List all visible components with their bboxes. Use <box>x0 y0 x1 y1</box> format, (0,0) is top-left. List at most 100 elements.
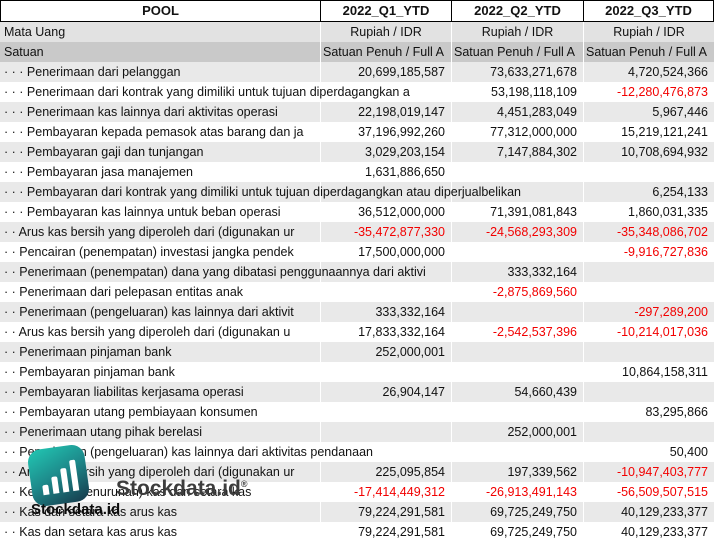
header-col-q3: 2022_Q3_YTD <box>583 1 714 21</box>
cell-value-2022_Q3_YTD: -35,348,086,702 <box>583 222 714 242</box>
cell-value-2022_Q1_YTD: 225,095,854 <box>320 462 451 482</box>
table-body: · · · Penerimaan dari pelanggan 20,699,18… <box>0 62 714 541</box>
cell-value-2022_Q1_YTD: 37,196,992,260 <box>320 122 451 142</box>
row-label: · · Penerimaan utang pihak berelasi <box>4 425 203 439</box>
cell-value-2022_Q2_YTD <box>451 302 583 322</box>
currency-q1: Rupiah / IDR <box>320 22 451 42</box>
cell-value-2022_Q2_YTD: 333,332,164 <box>451 262 583 282</box>
cell-value-2022_Q1_YTD <box>320 182 451 202</box>
row-label: · · · Pembayaran kepada pemasok atas bar… <box>4 125 304 139</box>
table-row: · · Penerimaan utang pihak berelasi 252,0… <box>0 422 714 442</box>
cell-value-2022_Q1_YTD: 333,332,164 <box>320 302 451 322</box>
cell-value-2022_Q3_YTD: -10,214,017,036 <box>583 322 714 342</box>
bar-chart-icon <box>41 484 50 496</box>
watermark-brand-small: Stockdata.id <box>31 501 121 518</box>
cell-value-2022_Q1_YTD: 17,500,000,000 <box>320 242 451 262</box>
cell-value-2022_Q3_YTD: 1,860,031,335 <box>583 202 714 222</box>
cell-value-2022_Q3_YTD: 10,864,158,311 <box>583 362 714 382</box>
cell-value-2022_Q2_YTD: 73,633,271,678 <box>451 62 583 82</box>
row-label: · · Pembayaran utang pembiayaan konsumen <box>4 405 258 419</box>
cell-value-2022_Q3_YTD: 5,967,446 <box>583 102 714 122</box>
cell-value-2022_Q3_YTD <box>583 382 714 402</box>
table-row: · · Pembayaran liabilitas kerjasama oper… <box>0 382 714 402</box>
row-label: · · · Penerimaan dari pelanggan <box>4 65 181 79</box>
cell-value-2022_Q3_YTD <box>583 262 714 282</box>
row-label: · · · Pembayaran dari kontrak yang dimil… <box>4 185 521 199</box>
cell-value-2022_Q2_YTD: 4,451,283,049 <box>451 102 583 122</box>
cell-value-2022_Q1_YTD: 79,224,291,581 <box>320 502 451 522</box>
table-row: · · Penerimaan dari pelepasan entitas an… <box>0 282 714 302</box>
cell-value-2022_Q1_YTD <box>320 422 451 442</box>
table-row: · · · Pembayaran dari kontrak yang dimil… <box>0 182 714 202</box>
cell-value-2022_Q2_YTD: -2,875,869,560 <box>451 282 583 302</box>
cell-value-2022_Q2_YTD: -2,542,537,396 <box>451 322 583 342</box>
table-row: · · Pencairan (penempatan) investasi jan… <box>0 242 714 262</box>
row-label: · · Penerimaan dari pelepasan entitas an… <box>4 285 244 299</box>
row-label: · · Pembayaran pinjaman bank <box>4 365 175 379</box>
cell-value-2022_Q1_YTD: 3,029,203,154 <box>320 142 451 162</box>
unit-row: Satuan Satuan Penuh / Full A Satuan Penu… <box>0 42 714 62</box>
cell-value-2022_Q1_YTD: 36,512,000,000 <box>320 202 451 222</box>
unit-q3: Satuan Penuh / Full A <box>583 42 714 62</box>
cell-value-2022_Q3_YTD <box>583 162 714 182</box>
row-label: · · · Penerimaan dari kontrak yang dimil… <box>4 85 410 99</box>
table-row: · · Kenaikan (penurunan) kas dan setara … <box>0 482 714 502</box>
row-label: · · Pencairan (penempatan) investasi jan… <box>4 245 294 259</box>
row-label: · · · Pembayaran kas lainnya untuk beban… <box>4 205 281 219</box>
row-label: · · · Penerimaan kas lainnya dari aktivi… <box>4 105 278 119</box>
cell-value-2022_Q1_YTD <box>320 262 451 282</box>
cell-value-2022_Q2_YTD: 69,725,249,750 <box>451 522 583 541</box>
cell-value-2022_Q1_YTD: 22,198,019,147 <box>320 102 451 122</box>
cell-value-2022_Q2_YTD: 71,391,081,843 <box>451 202 583 222</box>
cell-value-2022_Q2_YTD <box>451 442 583 462</box>
header-col-q1: 2022_Q1_YTD <box>320 1 451 21</box>
row-label: · · Penerimaan (pengeluaran) kas lainnya… <box>4 305 294 319</box>
bar-chart-icon <box>50 476 59 494</box>
table-row: · · Penerimaan pinjaman bank 252,000,001 <box>0 342 714 362</box>
row-label: · · Arus kas bersih yang diperoleh dari … <box>4 325 291 339</box>
cell-value-2022_Q3_YTD: -12,280,476,873 <box>583 82 714 102</box>
cell-value-2022_Q2_YTD <box>451 342 583 362</box>
table-row: · · Arus kas bersih yang diperoleh dari … <box>0 462 714 482</box>
cell-value-2022_Q3_YTD: -10,947,403,777 <box>583 462 714 482</box>
row-label: · · Penerimaan (penempatan) dana yang di… <box>4 265 426 279</box>
cell-value-2022_Q1_YTD <box>320 82 451 102</box>
cell-value-2022_Q1_YTD: 1,631,886,650 <box>320 162 451 182</box>
table-row: · · · Pembayaran jasa manajemen 1,631,886… <box>0 162 714 182</box>
table-row: · · Kas dan setara kas arus kas 79,224,29… <box>0 502 714 522</box>
table-row: · · Arus kas bersih yang diperoleh dari … <box>0 222 714 242</box>
row-label: · · Penerimaan pinjaman bank <box>4 345 172 359</box>
cell-value-2022_Q2_YTD: 69,725,249,750 <box>451 502 583 522</box>
cell-value-2022_Q1_YTD <box>320 402 451 422</box>
cell-value-2022_Q2_YTD: 54,660,439 <box>451 382 583 402</box>
cell-value-2022_Q3_YTD: 4,720,524,366 <box>583 62 714 82</box>
cell-value-2022_Q3_YTD: 50,400 <box>583 442 714 462</box>
watermark-brand-large-text: Stockdata.id <box>116 477 241 500</box>
cell-value-2022_Q1_YTD <box>320 442 451 462</box>
cell-value-2022_Q2_YTD: 53,198,118,109 <box>451 82 583 102</box>
cell-value-2022_Q1_YTD: -35,472,877,330 <box>320 222 451 242</box>
table-row: · · Pembayaran pinjaman bank 10,864,158,3… <box>0 362 714 382</box>
table-header-row: POOL 2022_Q1_YTD 2022_Q2_YTD 2022_Q3_YTD <box>0 0 714 22</box>
table-row: · · Pembayaran utang pembiayaan konsumen… <box>0 402 714 422</box>
unit-q2: Satuan Penuh / Full A <box>451 42 583 62</box>
cell-value-2022_Q3_YTD: 10,708,694,932 <box>583 142 714 162</box>
cell-value-2022_Q2_YTD: 197,339,562 <box>451 462 583 482</box>
cell-value-2022_Q1_YTD: 252,000,001 <box>320 342 451 362</box>
cell-value-2022_Q3_YTD: 40,129,233,377 <box>583 522 714 541</box>
cell-value-2022_Q3_YTD: -56,509,507,515 <box>583 482 714 502</box>
unit-q1: Satuan Penuh / Full A <box>320 42 451 62</box>
table-row: · · Penerimaan (penempatan) dana yang di… <box>0 262 714 282</box>
cell-value-2022_Q1_YTD: 17,833,332,164 <box>320 322 451 342</box>
header-col-q2: 2022_Q2_YTD <box>451 1 583 21</box>
cell-value-2022_Q2_YTD <box>451 242 583 262</box>
table-row: · · Penerimaan (pengeluaran) kas lainnya… <box>0 442 714 462</box>
table-row: · · · Penerimaan kas lainnya dari aktivi… <box>0 102 714 122</box>
cell-value-2022_Q2_YTD <box>451 162 583 182</box>
cell-value-2022_Q1_YTD: -17,414,449,312 <box>320 482 451 502</box>
row-label: · · Pembayaran liabilitas kerjasama oper… <box>4 385 244 399</box>
cell-value-2022_Q1_YTD <box>320 362 451 382</box>
row-label: · · · Pembayaran jasa manajemen <box>4 165 193 179</box>
table-row: · · · Pembayaran gaji dan tunjangan 3,029… <box>0 142 714 162</box>
